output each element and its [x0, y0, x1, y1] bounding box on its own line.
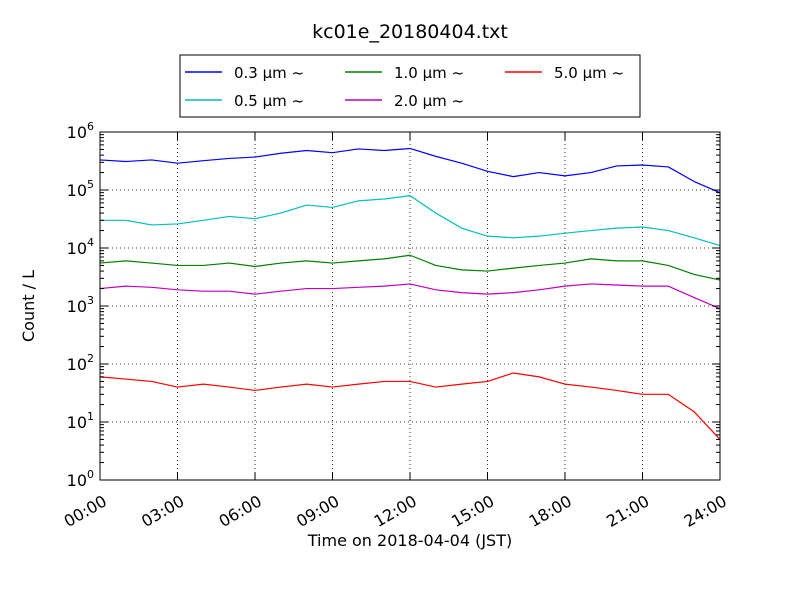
x-tick-label: 03:00 — [138, 491, 187, 531]
series-line — [99, 372, 721, 440]
y-axis-title: Count / L — [19, 270, 38, 342]
x-tick-label: 15:00 — [448, 491, 497, 531]
x-tick-label: 12:00 — [371, 491, 420, 531]
legend-label: 0.3 μm ~ — [234, 64, 304, 82]
x-tick-label: 06:00 — [216, 491, 265, 531]
series-lines — [99, 147, 721, 440]
grid — [100, 132, 720, 480]
y-tick-label: 105 — [67, 178, 94, 200]
y-tick-labels: 100 101 102 103 104 105 106 — [67, 120, 94, 490]
y-tick-label: 103 — [67, 294, 94, 316]
x-tick-labels: 00:00 03:00 06:00 09:00 12:00 15:00 18:00 21:00… — [61, 491, 730, 531]
x-tick-label: 21:00 — [603, 491, 652, 531]
y-tick-label: 101 — [67, 410, 94, 432]
x-tick-label: 09:00 — [293, 491, 342, 531]
series-line — [99, 147, 721, 194]
y-tick-label: 104 — [67, 236, 94, 258]
x-axis-title: Time on 2018-04-04 (JST) — [307, 531, 512, 550]
y-tick-label: 106 — [67, 120, 94, 142]
legend-label: 2.0 μm ~ — [394, 92, 464, 110]
axis-ticks — [99, 131, 721, 481]
series-line — [100, 195, 721, 247]
legend-box — [179, 54, 641, 118]
legend-label: 1.0 μm ~ — [394, 64, 464, 82]
y-tick-label: 100 — [67, 468, 94, 490]
legend: 0.3 μm ~ 0.5 μm ~ 1.0 μm ~ 2.0 μm ~ 5.0 μm ~ — [179, 54, 641, 118]
chart-title: kc01e_20180404.txt — [312, 21, 508, 43]
series-line — [99, 254, 721, 281]
y-tick-label: 102 — [67, 352, 94, 374]
x-tick-label: 18:00 — [526, 491, 575, 531]
series-line — [99, 283, 721, 310]
legend-label: 5.0 μm ~ — [554, 64, 624, 82]
x-tick-label: 00:00 — [61, 491, 110, 531]
x-tick-label: 24:00 — [681, 491, 730, 531]
legend-label: 0.5 μm ~ — [234, 92, 304, 110]
